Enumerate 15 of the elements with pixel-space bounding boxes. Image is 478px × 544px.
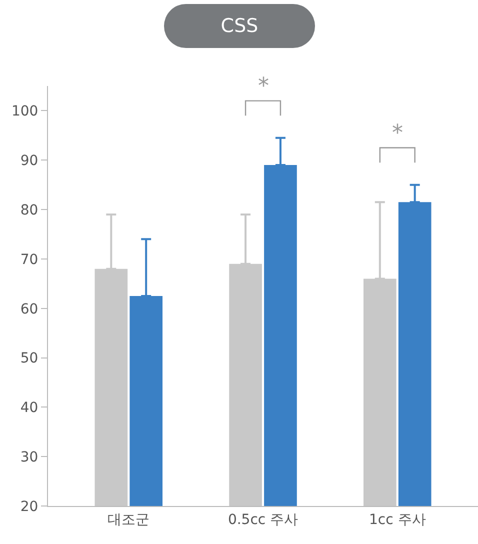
y-tick-label: 70 (20, 252, 38, 268)
x-tick-label: 0.5cc 주사 (228, 512, 298, 528)
y-tick-label: 90 (20, 153, 38, 170)
y-tick-label: 100 (11, 104, 38, 120)
x-tick-label: 대조군 (108, 512, 150, 528)
y-tick-label: 60 (20, 301, 38, 318)
annotation: * (258, 74, 269, 99)
x-tick-label: 1cc 주사 (368, 512, 426, 528)
annotation: * (392, 121, 403, 146)
y-tick-label: 20 (20, 498, 38, 515)
y-tick-label: 80 (20, 202, 38, 218)
chart-title: CSS (164, 4, 315, 48)
y-tick-label: 40 (20, 400, 38, 416)
y-tick-label: 30 (20, 449, 38, 466)
y-tick-label: 50 (20, 350, 38, 367)
